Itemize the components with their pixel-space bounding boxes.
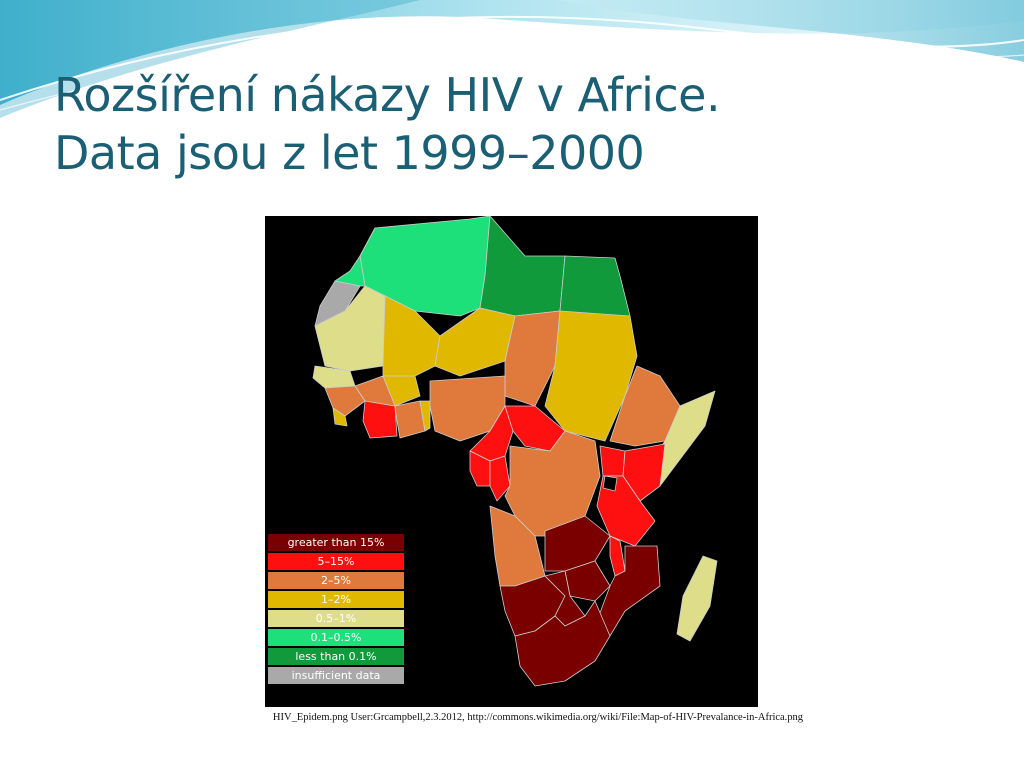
title-line-2: Data jsou z let 1999–2000: [54, 126, 645, 180]
region-somalia-light-yellow: [654, 390, 716, 487]
legend-item: 2–5%: [268, 572, 404, 589]
map-legend: greater than 15% 5–15% 2–5% 1–2% 0.5–1% …: [268, 534, 404, 686]
region-guinea-orange: [324, 385, 366, 417]
legend-label: greater than 15%: [287, 536, 385, 549]
region-cote-divoire-red: [362, 400, 398, 439]
region-nigeria-orange: [429, 375, 506, 442]
legend-item: 0.5–1%: [268, 610, 404, 627]
region-ghana-orange: [394, 400, 426, 439]
legend-item: 1–2%: [268, 591, 404, 608]
region-uganda-red: [599, 445, 626, 477]
slide-title: Rozšíření nákazy HIV v Africe. Data jsou…: [54, 66, 954, 182]
region-niger-yellow: [434, 307, 516, 377]
legend-item: 5–15%: [268, 553, 404, 570]
africa-map: [312, 216, 718, 687]
region-togo-yellow: [419, 400, 431, 432]
legend-label: 0.1–0.5%: [310, 631, 362, 644]
region-kenya-red: [622, 443, 666, 502]
image-caption: HIV_Epidem.png User:Grcampbell,2.3.2012,…: [218, 708, 858, 728]
title-line-1: Rozšíření nákazy HIV v Africe.: [54, 68, 721, 122]
region-libya-dark-green: [479, 216, 566, 317]
legend-item: insufficient data: [268, 667, 404, 684]
region-mali-yellow: [382, 295, 441, 382]
decorative-waves: [0, 0, 1024, 118]
legend-item: greater than 15%: [268, 534, 404, 551]
region-egypt-dark-green: [559, 255, 631, 322]
legend-label: insufficient data: [291, 669, 381, 682]
region-gabon-red: [469, 450, 491, 487]
lake-victoria: [602, 475, 618, 492]
region-congo-red: [489, 455, 511, 502]
region-south-africa-dark-red: [514, 600, 611, 687]
legend-item: less than 0.1%: [268, 648, 404, 665]
region-madagascar-light-yellow: [676, 555, 718, 642]
region-malawi-red: [609, 535, 626, 577]
legend-label: 2–5%: [321, 574, 351, 587]
region-sudan-yellow: [544, 310, 638, 442]
legend-label: 1–2%: [321, 593, 351, 606]
legend-label: 5–15%: [317, 555, 355, 568]
region-mozambique-dark-red: [596, 545, 661, 637]
legend-label: 0.5–1%: [315, 612, 357, 625]
legend-item: 0.1–0.5%: [268, 629, 404, 646]
region-tanzania-red: [596, 475, 656, 547]
legend-label: less than 0.1%: [295, 650, 377, 663]
hiv-prevalence-map: greater than 15% 5–15% 2–5% 1–2% 0.5–1% …: [265, 216, 758, 707]
region-sierra-leone-yellow: [332, 407, 348, 427]
